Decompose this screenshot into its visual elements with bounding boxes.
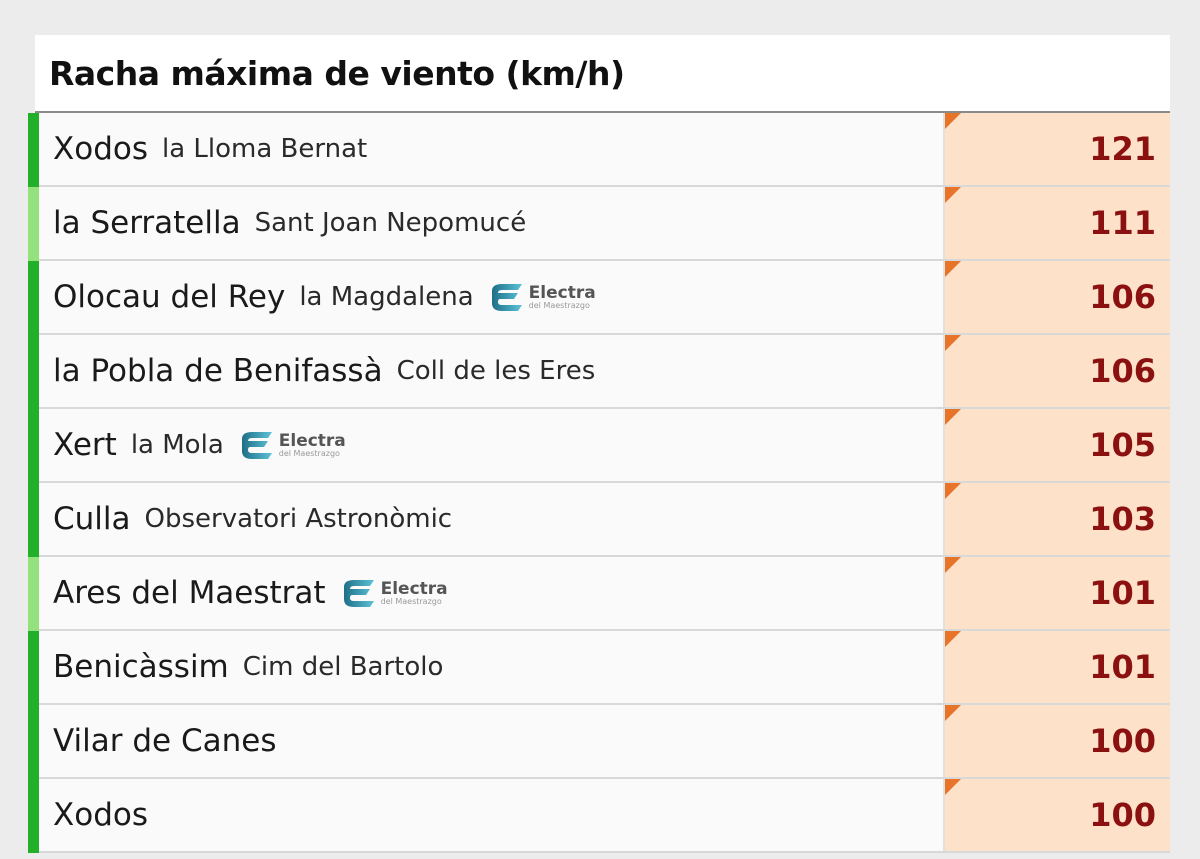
status-bar	[28, 187, 39, 261]
value-cell: 105	[943, 409, 1170, 481]
logo-title: Electra	[528, 282, 596, 303]
logo-sub: del Maestrazgo	[380, 596, 442, 606]
gust-value: 103	[1089, 500, 1156, 538]
ranking-row[interactable]: la Serratella Sant Joan Nepomucé 111	[28, 187, 1170, 261]
location-name[interactable]: Xodos	[53, 797, 148, 833]
ranking-list: Xodos la Lloma Bernat 121 la Serratella Sa…	[28, 113, 1170, 853]
status-bar	[28, 705, 39, 779]
name-cell: Xodos la Lloma Bernat	[35, 113, 943, 185]
value-cell: 103	[943, 483, 1170, 555]
ranking-row[interactable]: Culla Observatori Astronòmic 103	[28, 483, 1170, 557]
panel-header: Racha máxima de viento (km/h)	[35, 35, 1170, 113]
gust-value: 105	[1089, 426, 1156, 464]
corner-marker-icon	[945, 557, 961, 573]
wind-gust-ranking-panel: Racha máxima de viento (km/h) Xodos la Ll…	[28, 35, 1170, 853]
station-name: la Mola	[130, 430, 224, 460]
status-bar	[28, 113, 39, 187]
ranking-row[interactable]: Ares del Maestrat Electra del Maestrazgo …	[28, 557, 1170, 631]
name-cell: Xodos	[35, 779, 943, 851]
corner-marker-icon	[945, 261, 961, 277]
logo-sub: del Maestrazgo	[278, 448, 340, 458]
status-bar	[28, 261, 39, 335]
name-cell: Xert la Mola Electra del Maestrazgo	[35, 409, 943, 481]
electra-logo: Electra del Maestrazgo	[238, 429, 346, 461]
location-name[interactable]: Culla	[53, 501, 131, 537]
station-name: Sant Joan Nepomucé	[254, 208, 527, 238]
station-name: la Magdalena	[299, 282, 474, 312]
name-cell: Culla Observatori Astronòmic	[35, 483, 943, 555]
corner-marker-icon	[945, 631, 961, 647]
gust-value: 121	[1089, 130, 1156, 168]
panel-title: Racha máxima de viento (km/h)	[49, 53, 625, 93]
logo-title: Electra	[380, 578, 448, 599]
value-cell: 121	[943, 113, 1170, 185]
gust-value: 100	[1089, 722, 1156, 760]
station-name: Coll de les Eres	[396, 356, 596, 386]
value-cell: 101	[943, 557, 1170, 629]
ranking-row[interactable]: Xert la Mola Electra del Maestrazgo 105	[28, 409, 1170, 483]
electra-logo: Electra del Maestrazgo	[488, 281, 596, 313]
location-name[interactable]: Vilar de Canes	[53, 723, 277, 759]
ranking-row[interactable]: Olocau del Rey la Magdalena Electra del Ma…	[28, 261, 1170, 335]
ranking-row[interactable]: Vilar de Canes 100	[28, 705, 1170, 779]
gust-value: 101	[1089, 574, 1156, 612]
corner-marker-icon	[945, 705, 961, 721]
corner-marker-icon	[945, 779, 961, 795]
location-name[interactable]: Ares del Maestrat	[53, 575, 326, 611]
name-cell: la Serratella Sant Joan Nepomucé	[35, 187, 943, 259]
value-cell: 100	[943, 705, 1170, 777]
corner-marker-icon	[945, 335, 961, 351]
status-bar	[28, 557, 39, 631]
location-name[interactable]: la Serratella	[53, 205, 241, 241]
value-cell: 106	[943, 261, 1170, 333]
ranking-row[interactable]: Xodos 100	[28, 779, 1170, 853]
corner-marker-icon	[945, 113, 961, 129]
status-bar	[28, 779, 39, 853]
value-cell: 106	[943, 335, 1170, 407]
electra-logo: Electra del Maestrazgo	[340, 577, 448, 609]
value-cell: 111	[943, 187, 1170, 259]
location-name[interactable]: Xodos	[53, 131, 148, 167]
station-name: la Lloma Bernat	[162, 134, 368, 164]
location-name[interactable]: Olocau del Rey	[53, 279, 286, 315]
location-name[interactable]: Xert	[53, 427, 117, 463]
electra-logo-icon	[491, 284, 522, 311]
corner-marker-icon	[945, 483, 961, 499]
station-name: Cim del Bartolo	[242, 652, 444, 682]
name-cell: la Pobla de Benifassà Coll de les Eres	[35, 335, 943, 407]
name-cell: Vilar de Canes	[35, 705, 943, 777]
status-bar	[28, 409, 39, 483]
corner-marker-icon	[945, 409, 961, 425]
gust-value: 106	[1089, 278, 1156, 316]
station-name: Observatori Astronòmic	[144, 504, 453, 534]
gust-value: 101	[1089, 648, 1156, 686]
value-cell: 100	[943, 779, 1170, 851]
name-cell: Benicàssim Cim del Bartolo	[35, 631, 943, 703]
status-bar	[28, 483, 39, 557]
gust-value: 100	[1089, 796, 1156, 834]
logo-sub: del Maestrazgo	[528, 300, 590, 310]
name-cell: Olocau del Rey la Magdalena Electra del Ma…	[35, 261, 943, 333]
location-name[interactable]: la Pobla de Benifassà	[53, 353, 383, 389]
ranking-row[interactable]: la Pobla de Benifassà Coll de les Eres 10…	[28, 335, 1170, 409]
value-cell: 101	[943, 631, 1170, 703]
ranking-row[interactable]: Xodos la Lloma Bernat 121	[28, 113, 1170, 187]
gust-value: 111	[1089, 204, 1156, 242]
ranking-row[interactable]: Benicàssim Cim del Bartolo 101	[28, 631, 1170, 705]
status-bar	[28, 335, 39, 409]
location-name[interactable]: Benicàssim	[53, 649, 229, 685]
electra-logo-icon	[343, 580, 374, 607]
name-cell: Ares del Maestrat Electra del Maestrazgo	[35, 557, 943, 629]
logo-title: Electra	[278, 430, 346, 451]
corner-marker-icon	[945, 187, 961, 203]
status-bar	[28, 631, 39, 705]
electra-logo-icon	[241, 432, 272, 459]
gust-value: 106	[1089, 352, 1156, 390]
